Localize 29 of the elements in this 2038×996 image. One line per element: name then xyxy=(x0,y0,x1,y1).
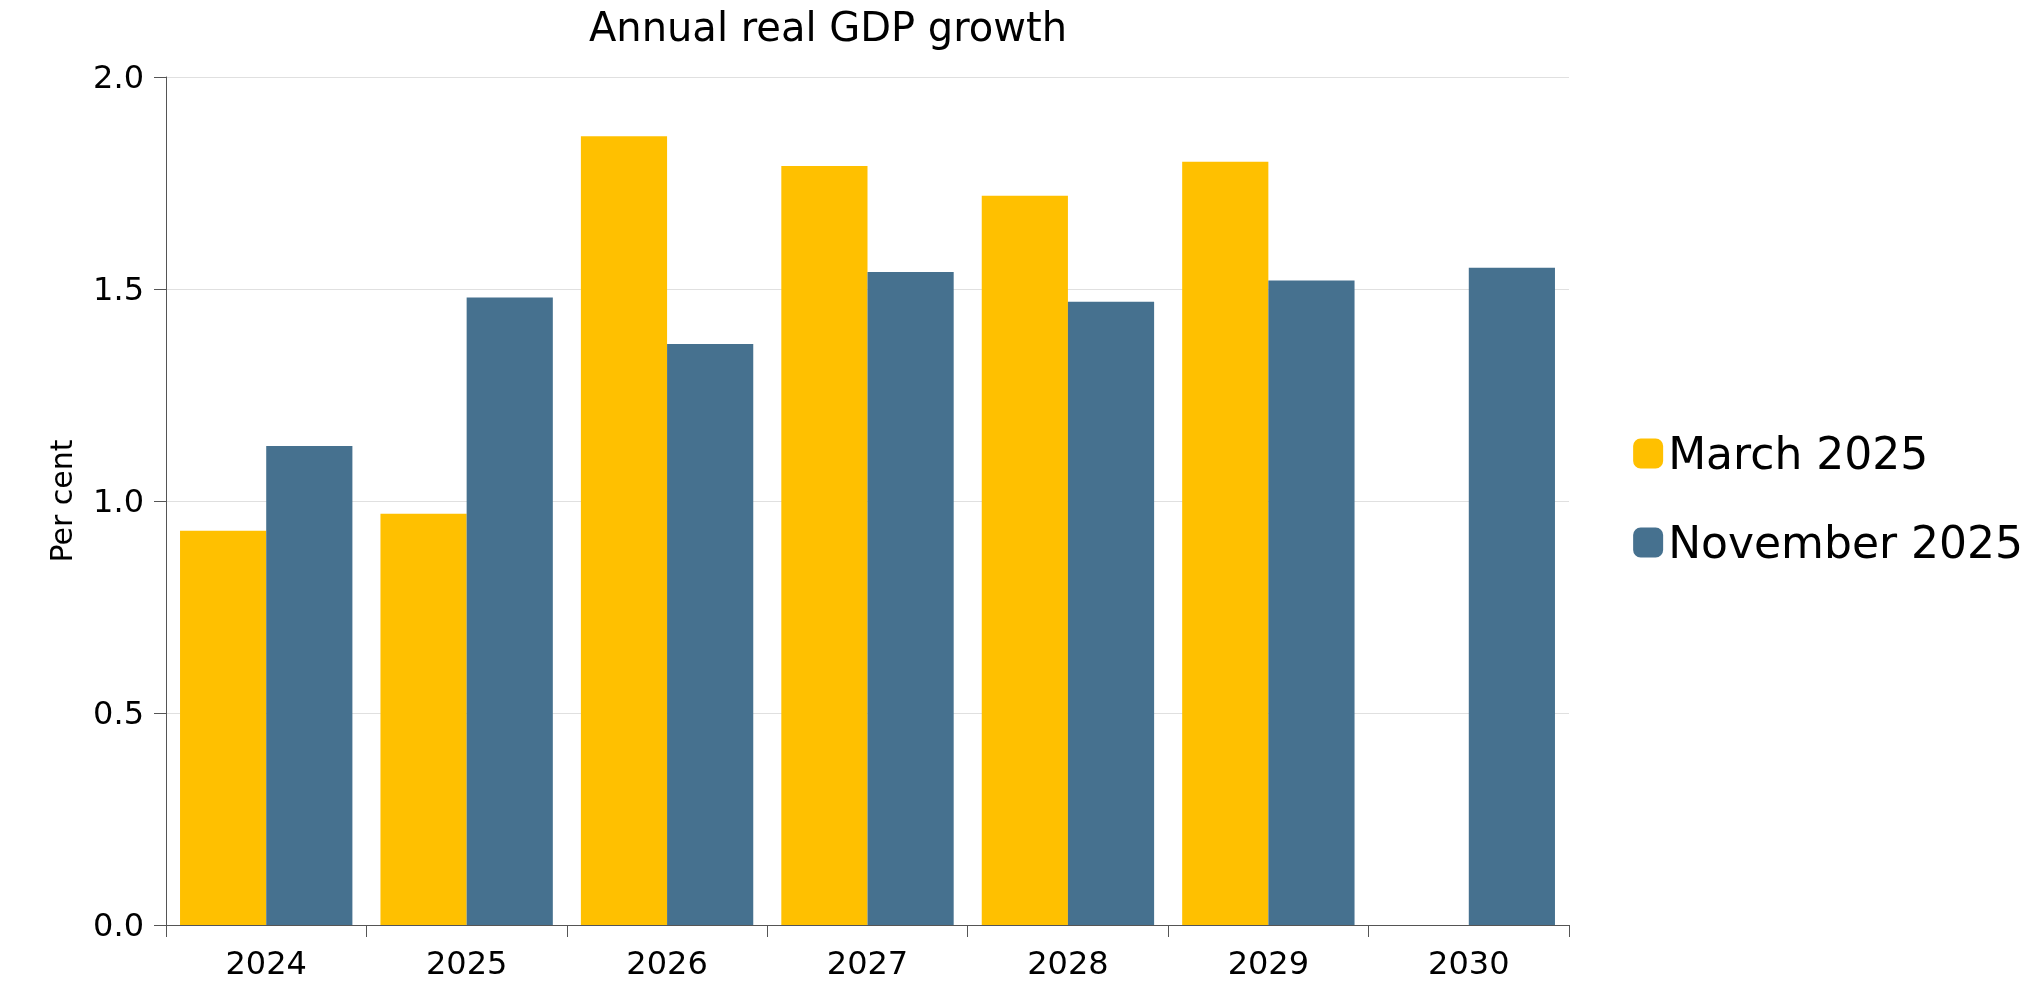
x-tick-label: 2025 xyxy=(425,944,508,982)
y-axis-title: Per cent xyxy=(43,439,79,563)
x-tick-label: 2029 xyxy=(1227,944,1310,982)
bar xyxy=(380,513,467,925)
bar xyxy=(1067,301,1155,925)
x-tick-label: 2028 xyxy=(1027,944,1109,982)
bar xyxy=(1182,161,1269,925)
x-tick-label: 2030 xyxy=(1428,944,1510,982)
bar xyxy=(466,297,553,925)
y-tick-label: 2.0 xyxy=(93,58,144,96)
x-tick-label: 2027 xyxy=(826,944,909,982)
legend-label: November 2025 xyxy=(1668,517,2023,568)
bar xyxy=(580,136,668,925)
x-tick-label: 2024 xyxy=(225,944,307,982)
y-tick-label: 0.5 xyxy=(93,694,144,732)
bar xyxy=(667,344,754,925)
y-tick-label: 0.0 xyxy=(93,906,144,944)
bar xyxy=(781,166,868,925)
chart-title: Annual real GDP growth xyxy=(588,4,1068,50)
bar xyxy=(180,530,267,925)
legend-label: March 2025 xyxy=(1668,428,1929,479)
y-tick-label: 1.5 xyxy=(93,270,144,308)
bar xyxy=(867,272,954,925)
bar xyxy=(1268,280,1355,925)
x-tick-label: 2026 xyxy=(626,944,708,982)
y-tick-label: 1.0 xyxy=(93,482,144,520)
bar xyxy=(1468,267,1555,925)
bar xyxy=(981,195,1068,925)
bar xyxy=(266,445,353,925)
